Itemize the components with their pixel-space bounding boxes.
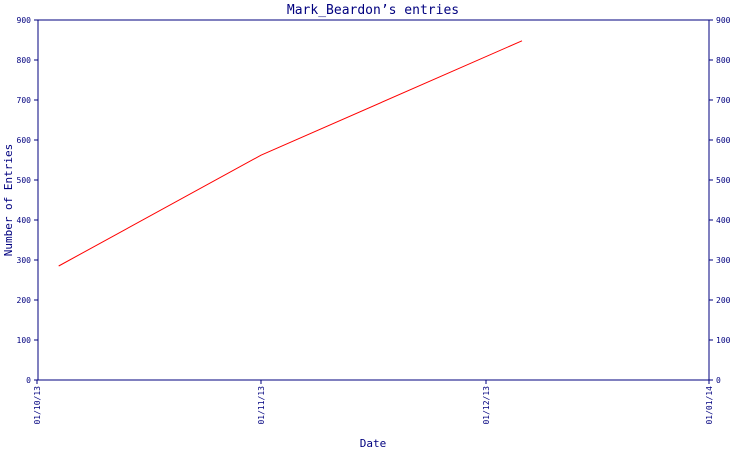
y-tick-label-right: 200 (716, 296, 731, 305)
y-tick-label-left: 300 (17, 256, 32, 265)
y-tick-label-right: 400 (716, 216, 731, 225)
y-tick-label-left: 200 (17, 296, 32, 305)
y-tick-label-left: 500 (17, 176, 32, 185)
chart-title: Mark_Beardon’s entries (287, 3, 459, 18)
y-tick-label-right: 900 (716, 16, 731, 25)
series-layer (58, 40, 523, 267)
plot-area-frame (37, 19, 710, 381)
y-tick-label-left: 900 (17, 16, 32, 25)
y-tick-label-left: 600 (17, 136, 32, 145)
y-tick-label-left: 800 (17, 56, 32, 65)
y-tick-label-right: 600 (716, 136, 731, 145)
series-line (58, 40, 523, 267)
y-tick-label-left: 0 (26, 376, 31, 385)
y-axis-right: 0 100 200 300 400 500 600 700 800 900 (709, 16, 731, 385)
x-tick-label: 01/01/14 (705, 386, 714, 425)
y-tick-label-right: 800 (716, 56, 731, 65)
y-tick-label-right: 0 (716, 376, 721, 385)
y-tick-label-left: 400 (17, 216, 32, 225)
y-tick-label-left: 700 (17, 96, 32, 105)
y-tick-label-right: 500 (716, 176, 731, 185)
y-axis-title: Number of Entries (2, 144, 15, 257)
x-tick-label: 01/12/13 (482, 386, 491, 425)
y-tick-label-right: 300 (716, 256, 731, 265)
x-tick-label: 01/11/13 (257, 386, 266, 425)
y-axis-left: 0 100 200 300 400 500 600 700 800 900 (17, 16, 38, 385)
x-tick-label: 01/10/13 (33, 386, 42, 425)
y-tick-label-right: 100 (716, 336, 731, 345)
y-tick-label-left: 100 (17, 336, 32, 345)
x-axis: 01/10/13 01/11/13 01/12/13 01/01/14 (33, 380, 714, 425)
x-axis-title: Date (360, 437, 387, 450)
y-tick-label-right: 700 (716, 96, 731, 105)
